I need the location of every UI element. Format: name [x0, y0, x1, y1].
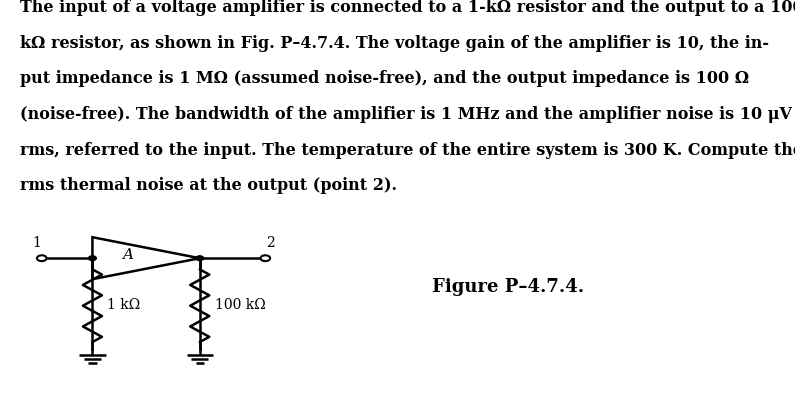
Text: 2: 2	[266, 236, 274, 250]
Text: The input of a voltage amplifier is connected to a 1-kΩ resistor and the output : The input of a voltage amplifier is conn…	[20, 0, 795, 16]
Text: kΩ resistor, as shown in Fig. P–4.7.4. The voltage gain of the amplifier is 10, : kΩ resistor, as shown in Fig. P–4.7.4. T…	[20, 35, 769, 52]
Text: Figure P–4.7.4.: Figure P–4.7.4.	[432, 278, 584, 296]
Text: A: A	[122, 248, 134, 262]
Text: rms, referred to the input. The temperature of the entire system is 300 K. Compu: rms, referred to the input. The temperat…	[20, 142, 795, 159]
Text: 100 kΩ: 100 kΩ	[215, 298, 266, 312]
Text: rms thermal noise at the output (point 2).: rms thermal noise at the output (point 2…	[20, 177, 397, 195]
Circle shape	[88, 256, 96, 260]
Text: put impedance is 1 MΩ (assumed noise-free), and the output impedance is 100 Ω: put impedance is 1 MΩ (assumed noise-fre…	[20, 70, 749, 87]
Text: 1 kΩ: 1 kΩ	[107, 298, 141, 312]
Text: 1: 1	[33, 236, 41, 250]
Text: (noise-free). The bandwidth of the amplifier is 1 MHz and the amplifier noise is: (noise-free). The bandwidth of the ampli…	[20, 106, 792, 123]
Circle shape	[196, 256, 204, 260]
Circle shape	[261, 255, 270, 261]
Circle shape	[37, 255, 46, 261]
